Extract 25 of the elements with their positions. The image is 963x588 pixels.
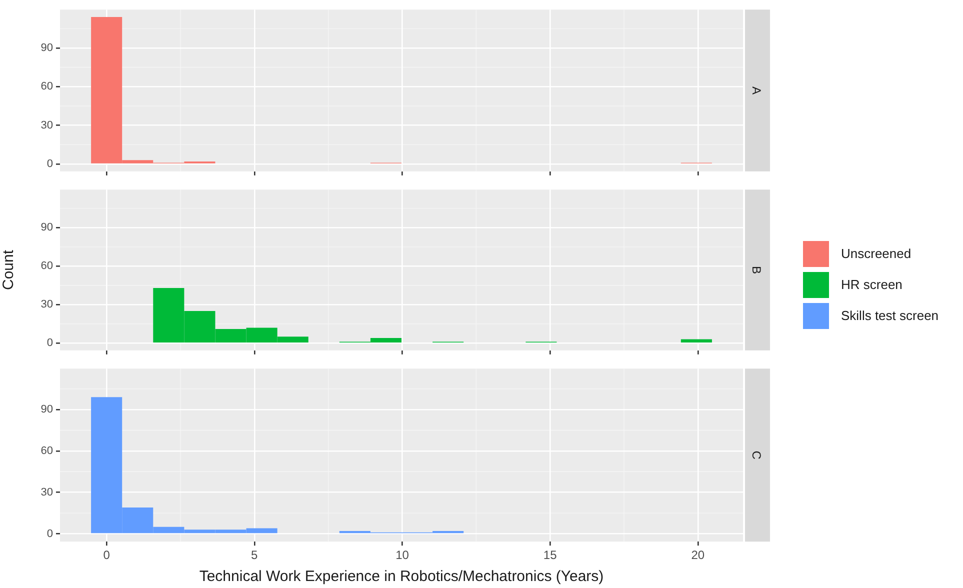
x-axis-title: Technical Work Experience in Robotics/Mechatronics (Years) xyxy=(199,568,604,586)
text: B xyxy=(749,266,764,274)
y-tick-label: 0 xyxy=(46,158,53,170)
y-tick-label: 30 xyxy=(40,486,53,498)
y-tick-label: 0 xyxy=(46,337,53,350)
x-tick-label: 20 xyxy=(691,548,705,562)
legend-label: Skills test screen xyxy=(841,308,939,323)
y-tick-label: 30 xyxy=(40,119,53,132)
x-tick-label: 15 xyxy=(543,548,558,562)
y-tick-label: 60 xyxy=(40,80,53,93)
y-tick-label: 90 xyxy=(40,404,53,416)
legend-label: Unscreened xyxy=(841,246,912,261)
y-axis-title: Count xyxy=(0,249,18,290)
x-tick-label: 5 xyxy=(251,548,258,562)
y-tick-label: 60 xyxy=(40,260,53,272)
y-tick-label: 30 xyxy=(40,298,53,311)
text: C xyxy=(749,450,764,460)
legend-label: HR screen xyxy=(841,277,902,292)
x-tick-label: 0 xyxy=(103,548,110,562)
y-tick-label: 0 xyxy=(46,528,53,540)
y-tick-label: 60 xyxy=(40,444,53,457)
x-tick-label: 10 xyxy=(396,548,410,562)
y-tick-label: 90 xyxy=(40,222,53,234)
text: A xyxy=(749,86,764,95)
y-tick-label: 90 xyxy=(40,42,53,54)
